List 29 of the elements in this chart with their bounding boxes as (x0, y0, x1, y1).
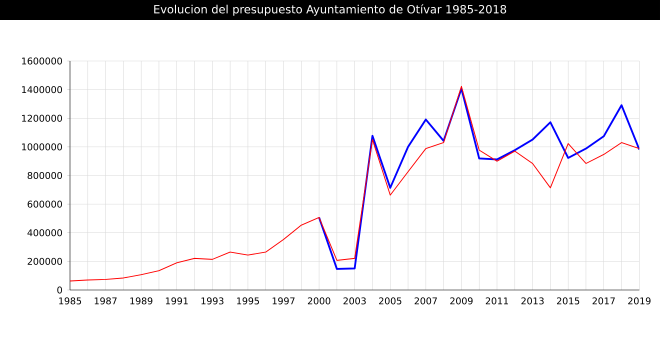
x-tick-label: 2005 (379, 297, 402, 304)
x-tick-label: 2013 (521, 297, 544, 304)
y-tick-label: 1000000 (22, 143, 62, 150)
y-tick-label: 0 (57, 286, 62, 294)
x-tick-label: 1995 (237, 297, 259, 304)
x-tick-label: 2009 (450, 297, 473, 304)
x-tick-label: 2003 (343, 297, 366, 304)
line-series (70, 86, 640, 282)
x-tick-label: 1997 (272, 297, 295, 304)
x-tick-label: 2017 (592, 297, 615, 304)
y-tick-label: 200000 (28, 258, 62, 265)
line-series (318, 88, 640, 270)
x-tick-label: 2019 (628, 297, 651, 304)
y-tick-label: 400000 (27, 229, 62, 236)
x-tick-label: 1993 (201, 297, 224, 304)
y-tick-label: 800000 (28, 172, 62, 180)
x-tick-label: 1985 (59, 297, 82, 304)
y-tick-label: 1200000 (22, 114, 62, 122)
x-tick-label: 2011 (486, 297, 508, 304)
x-tick-label: 1989 (130, 297, 152, 304)
chart-title: Evolucion del presupuesto Ayuntamiento de Otívar 1985-2018 (154, 4, 506, 16)
y-tick-label: 1600000 (22, 57, 62, 65)
x-tick-label: 2000 (308, 297, 330, 304)
y-tick-label: 1400000 (22, 86, 62, 94)
x-tick-label: 2015 (556, 297, 580, 304)
x-tick-label: 1987 (94, 297, 117, 304)
y-tick-label: 600000 (28, 200, 62, 208)
x-tick-label: 2007 (414, 297, 437, 304)
x-tick-label: 1991 (166, 297, 188, 304)
